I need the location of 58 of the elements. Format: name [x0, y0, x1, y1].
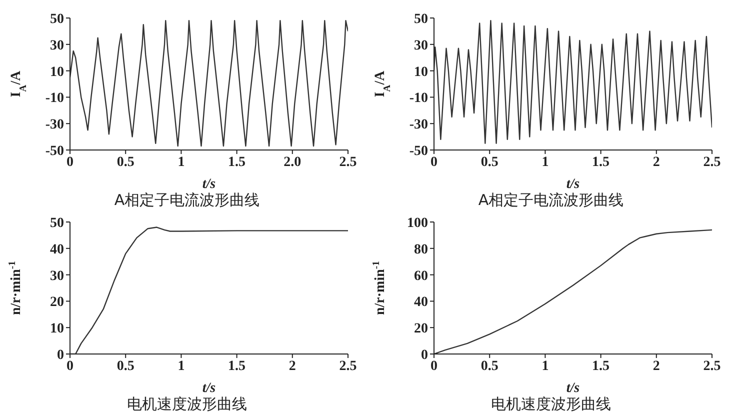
x-tick-label: 2.5 [339, 358, 357, 374]
y-tick-label: 50 [50, 12, 64, 27]
y-tick-label: 30 [414, 38, 428, 54]
x-tick-label: 0.5 [480, 154, 498, 170]
x-tick-label: 1 [178, 358, 185, 374]
y-tick-label: 50 [50, 216, 64, 231]
x-tick-label: 1 [542, 154, 549, 170]
x-tick-label: 0 [430, 154, 438, 170]
y-tick-label: 60 [414, 268, 428, 284]
line-series [434, 20, 712, 144]
x-tick-label: 2.5 [703, 154, 721, 170]
y-tick-label: 30 [50, 38, 64, 54]
x-tick-label: 0 [66, 358, 74, 374]
y-tick-label: 10 [50, 322, 64, 337]
x-tick-label: 1.5 [592, 154, 610, 170]
x-tick-label: 1 [178, 154, 185, 170]
y-tick-label: 50 [414, 12, 428, 27]
x-axis-title: t/s [566, 381, 580, 396]
x-tick-label: 2.0 [284, 154, 302, 170]
y-tick-label: 80 [414, 242, 428, 258]
text: 电机速度波形曲线 [490, 394, 612, 414]
y-tick-label: -30 [45, 118, 64, 133]
line-series [70, 20, 348, 147]
text: 电机速度波形曲线 [126, 394, 248, 414]
x-tick-label: 2 [652, 358, 660, 374]
y-tick-label: 0 [421, 348, 428, 363]
y-tick-label: 100 [407, 216, 428, 231]
x-tick-label: 1.5 [228, 154, 246, 170]
x-tick-label: 0 [430, 358, 438, 374]
y-tick-label: -10 [45, 91, 64, 106]
x-tick-label: 1.5 [592, 358, 610, 374]
y-tick-label: 40 [50, 242, 64, 258]
y-tick-label: 40 [414, 295, 428, 310]
y-tick-label: -10 [409, 91, 428, 106]
x-tick-label: 1 [542, 358, 549, 374]
x-tick-label: 0.5 [480, 358, 498, 374]
y-tick-label: 30 [50, 268, 64, 284]
x-tick-label: 0 [66, 154, 74, 170]
x-tick-label: 0.5 [116, 358, 134, 374]
x-tick-label: 2.5 [703, 358, 721, 374]
y-tick-label: 0 [57, 348, 64, 363]
x-tick-label: 2 [288, 358, 296, 374]
y-tick-label: -50 [409, 144, 428, 159]
y-tick-label: -50 [45, 144, 64, 159]
x-tick-label: 0.5 [116, 154, 134, 170]
text: A相定子电流波形曲线 [113, 190, 261, 210]
x-tick-label: 1.5 [228, 358, 246, 374]
x-axis-title: t/s [566, 177, 580, 192]
y-tick-label: 20 [414, 322, 428, 337]
y-tick-label: 20 [50, 295, 64, 310]
x-tick-label: 2 [652, 154, 660, 170]
x-tick-label: 2.5 [339, 154, 357, 170]
x-axis-title: t/s [202, 381, 216, 396]
y-tick-label: 10 [414, 64, 428, 80]
text: A相定子电流波形曲线 [477, 190, 625, 210]
y-tick-label: 10 [50, 64, 64, 80]
y-tick-label: -30 [409, 118, 428, 133]
x-axis-title: t/s [202, 177, 216, 192]
